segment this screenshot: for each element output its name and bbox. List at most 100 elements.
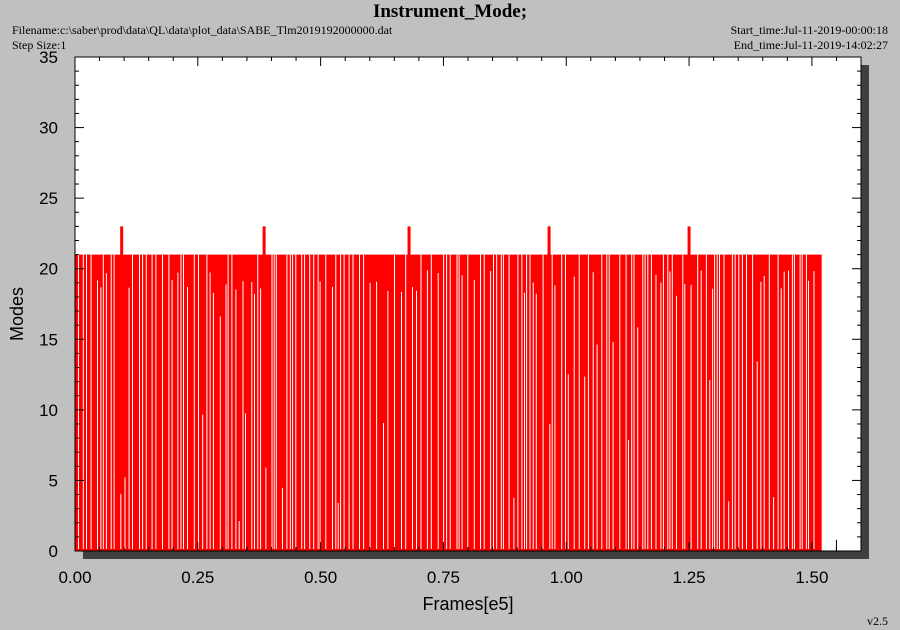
gap-line (606, 254, 608, 549)
gap-line (700, 270, 702, 549)
gap-line (97, 280, 98, 549)
gap-line (273, 254, 275, 549)
gap-line (225, 284, 227, 549)
gap-line (168, 254, 170, 549)
gap-line (709, 379, 711, 549)
y-tick-label-5: 25 (39, 189, 58, 208)
gap-line (183, 254, 184, 549)
gap-line (783, 271, 785, 549)
gap-line (517, 254, 519, 549)
gap-line (584, 376, 586, 549)
gap-line (567, 374, 569, 549)
gap-line (376, 281, 378, 549)
filename-label: Filename:c:\saber\prod\data\QL\data\plot… (12, 23, 393, 37)
gap-line (301, 254, 303, 549)
gap-line (535, 293, 537, 549)
gap-line (578, 254, 580, 549)
gap-line (405, 254, 407, 549)
spike-1 (262, 226, 266, 256)
gap-line (113, 254, 115, 549)
gap-line (500, 254, 502, 549)
y-tick-label-3: 15 (39, 330, 58, 349)
gap-line (601, 254, 603, 549)
y-tick-label-7: 35 (39, 48, 58, 67)
gap-line (496, 254, 498, 549)
gap-line (690, 284, 692, 549)
gap-line (319, 281, 321, 549)
gap-line (420, 254, 422, 549)
gap-line (728, 501, 730, 549)
gap-line (82, 254, 84, 549)
gap-line (473, 279, 475, 549)
gap-line (808, 280, 809, 549)
x-tick-label-3: 0.75 (427, 568, 460, 587)
gap-line (637, 327, 639, 549)
gap-line (667, 254, 669, 549)
gap-line (212, 292, 214, 549)
gap-line (120, 493, 122, 549)
gap-line (394, 254, 395, 549)
spike-0 (120, 226, 124, 256)
gap-line (271, 254, 273, 549)
gap-line (132, 254, 133, 549)
gap-line (684, 284, 686, 549)
gap-line (461, 275, 463, 549)
y-tick-label-6: 30 (39, 119, 58, 138)
gap-line (669, 271, 671, 549)
gap-line (676, 295, 677, 549)
gap-line (791, 254, 793, 549)
gap-line (260, 288, 262, 549)
gap-line (549, 423, 551, 549)
x-axis-label: Frames[e5] (422, 594, 513, 614)
gap-line (521, 254, 523, 549)
gap-line (483, 254, 485, 549)
start-time-label: Start_time:Jul-11-2019-00:00:18 (730, 23, 888, 37)
gap-line (756, 361, 758, 549)
y-tick-label-4: 20 (39, 260, 58, 279)
gap-line (480, 254, 481, 549)
gap-line (102, 254, 104, 549)
gap-line (644, 254, 646, 549)
gap-line (231, 254, 233, 549)
gap-line (295, 254, 297, 549)
gap-line (387, 290, 389, 549)
gap-line (286, 254, 288, 549)
y-axis-label: Modes (7, 287, 27, 341)
gap-line (628, 440, 629, 549)
gap-line (245, 413, 246, 549)
gap-line (573, 276, 575, 549)
gap-line (412, 287, 413, 549)
gap-line (86, 254, 87, 549)
gap-line (142, 254, 144, 549)
gap-line (416, 290, 417, 549)
gap-line (100, 287, 102, 549)
gap-line (202, 414, 204, 549)
gap-line (561, 254, 563, 549)
gap-line (317, 254, 319, 549)
series-gaps-0 (78, 254, 815, 549)
gap-line (162, 254, 163, 549)
gap-line (734, 254, 736, 549)
gap-line (655, 274, 657, 549)
gap-line (662, 254, 664, 549)
gap-line (340, 254, 342, 549)
gap-line (332, 286, 333, 549)
gap-line (343, 254, 345, 549)
gap-line (746, 254, 747, 549)
gap-line (490, 271, 492, 549)
gap-line (309, 254, 311, 549)
gap-line (542, 254, 544, 549)
gap-line (289, 254, 291, 549)
gap-line (139, 254, 140, 549)
gap-line (719, 254, 720, 549)
gap-line (110, 254, 112, 549)
gap-line (177, 272, 179, 549)
x-tick-label-6: 1.50 (795, 568, 828, 587)
gap-line (238, 521, 240, 549)
gap-line (741, 254, 743, 549)
gap-line (446, 254, 448, 549)
gap-line (625, 254, 627, 549)
gap-line (813, 271, 815, 549)
gap-line (206, 254, 208, 549)
version-label: v2.5 (867, 614, 888, 628)
